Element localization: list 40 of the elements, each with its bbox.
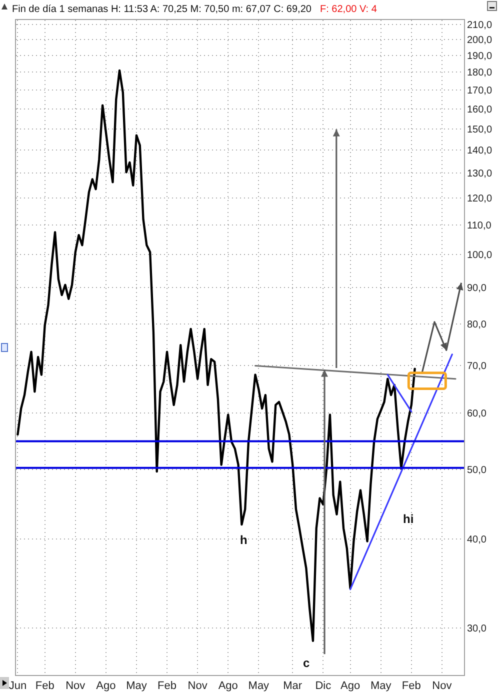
y-tick-label: 140,0 — [467, 146, 492, 157]
x-tick-label: May — [126, 680, 148, 692]
y-tick-label: 160,0 — [467, 104, 492, 116]
y-tick-label: 60,0 — [467, 408, 487, 420]
annotation: c — [303, 656, 310, 670]
y-tick-label: 50,0 — [467, 465, 487, 476]
x-tick-label: Feb — [35, 680, 54, 692]
x-tick-label: Ago — [96, 680, 116, 692]
x-tick-label: May — [370, 680, 392, 692]
x-tick-label: Feb — [402, 680, 421, 692]
x-tick-label: Jun — [8, 680, 27, 692]
x-tick-label: Ago — [340, 680, 360, 692]
x-tick-label: Mar — [283, 680, 302, 692]
x-tick-label: Ago — [218, 680, 238, 692]
y-tick-label: 70,0 — [467, 360, 487, 372]
x-tick-label: May — [248, 680, 270, 692]
annotation: hi — [403, 512, 414, 526]
y-tick-label: 30,0 — [467, 624, 487, 635]
y-tick-label: 150,0 — [467, 124, 492, 136]
y-tick-label: 90,0 — [467, 282, 487, 294]
y-tick-label: 200,0 — [467, 35, 492, 46]
chart-subtitle: F: 62,00 V: 4 — [320, 4, 378, 15]
x-tick-label: Dic — [315, 680, 332, 692]
x-tick-label: Nov — [66, 680, 86, 692]
y-tick-label: 110,0 — [467, 220, 492, 232]
y-tick-label: 120,0 — [467, 194, 492, 205]
x-tick-label: Nov — [188, 680, 208, 692]
y-tick-label: 190,0 — [467, 50, 492, 62]
y-tick-label: 180,0 — [467, 68, 492, 79]
y-tick-label: 210,0 — [467, 20, 492, 31]
y-tick-label: 40,0 — [467, 534, 487, 546]
y-tick-label: 80,0 — [467, 319, 487, 330]
annotation: h — [240, 533, 248, 547]
y-tick-label: 130,0 — [467, 168, 492, 180]
x-tick-label: Feb — [158, 680, 177, 692]
y-tick-label: 100,0 — [467, 250, 492, 262]
chart-title: Fin de día 1 semanas H: 11:53 A: 70,25 M: 70,50 m: 67,07 C: 69,20 — [12, 4, 312, 15]
line-series — [16, 69, 416, 642]
y-tick-label: 170,0 — [467, 85, 492, 96]
x-tick-label: Nov — [432, 680, 452, 692]
